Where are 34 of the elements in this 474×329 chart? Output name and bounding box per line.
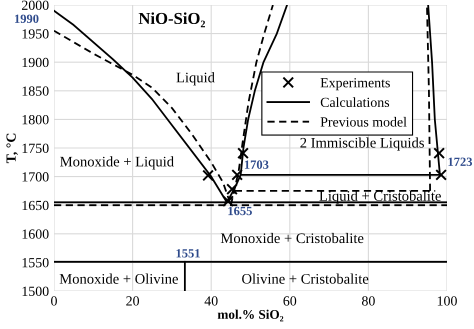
y-tick-label: 1600 xyxy=(22,229,49,239)
text: 1990 xyxy=(14,14,39,23)
y-tick-label: 1650 xyxy=(22,200,49,210)
y-tick-label: 1850 xyxy=(22,86,49,96)
legend-label: Previous model xyxy=(320,116,407,127)
x-axis-title: mol.% SiO₂ xyxy=(218,310,284,322)
x-tick-label: 40 xyxy=(204,296,218,306)
chart-title: NiO-SiO₂ xyxy=(138,12,205,28)
annotation: Liquid xyxy=(176,72,215,86)
annotation: Monoxide + Olivine xyxy=(60,274,178,284)
legend-label: Experiments xyxy=(320,78,390,90)
x-tick-label: 60 xyxy=(283,296,296,306)
x-tick-label: 0 xyxy=(51,296,57,306)
y-tick-label: 1900 xyxy=(22,58,49,68)
annotation: Monoxide + Liquid xyxy=(60,156,174,170)
y-tick-label: 2000 xyxy=(22,0,49,10)
annotation: 1551 xyxy=(176,249,200,258)
annotation: 1703 xyxy=(244,160,268,169)
text: 1723 xyxy=(448,158,472,166)
y-axis-title: T, °C xyxy=(6,134,18,164)
y-tick-label: 1700 xyxy=(22,172,49,182)
legend-label: Calculations xyxy=(320,97,390,108)
annotation: Olivine + Cristobalite xyxy=(242,274,368,284)
y-tick-label: 1950 xyxy=(22,29,49,39)
annotation: 2 Immiscible Liquids xyxy=(300,137,424,151)
x-tick-label: 100 xyxy=(438,296,457,306)
annotation: 1655 xyxy=(228,206,252,216)
y-tick-label: 1750 xyxy=(22,144,49,153)
x-tick-label: 80 xyxy=(362,296,375,306)
x-tick-label: 20 xyxy=(126,296,140,306)
y-tick-label: 1550 xyxy=(22,258,49,268)
y-tick-label: 1800 xyxy=(22,114,49,124)
y-tick-label: 1500 xyxy=(22,286,49,296)
annotation: Monoxide + Cristobalite xyxy=(220,232,364,244)
